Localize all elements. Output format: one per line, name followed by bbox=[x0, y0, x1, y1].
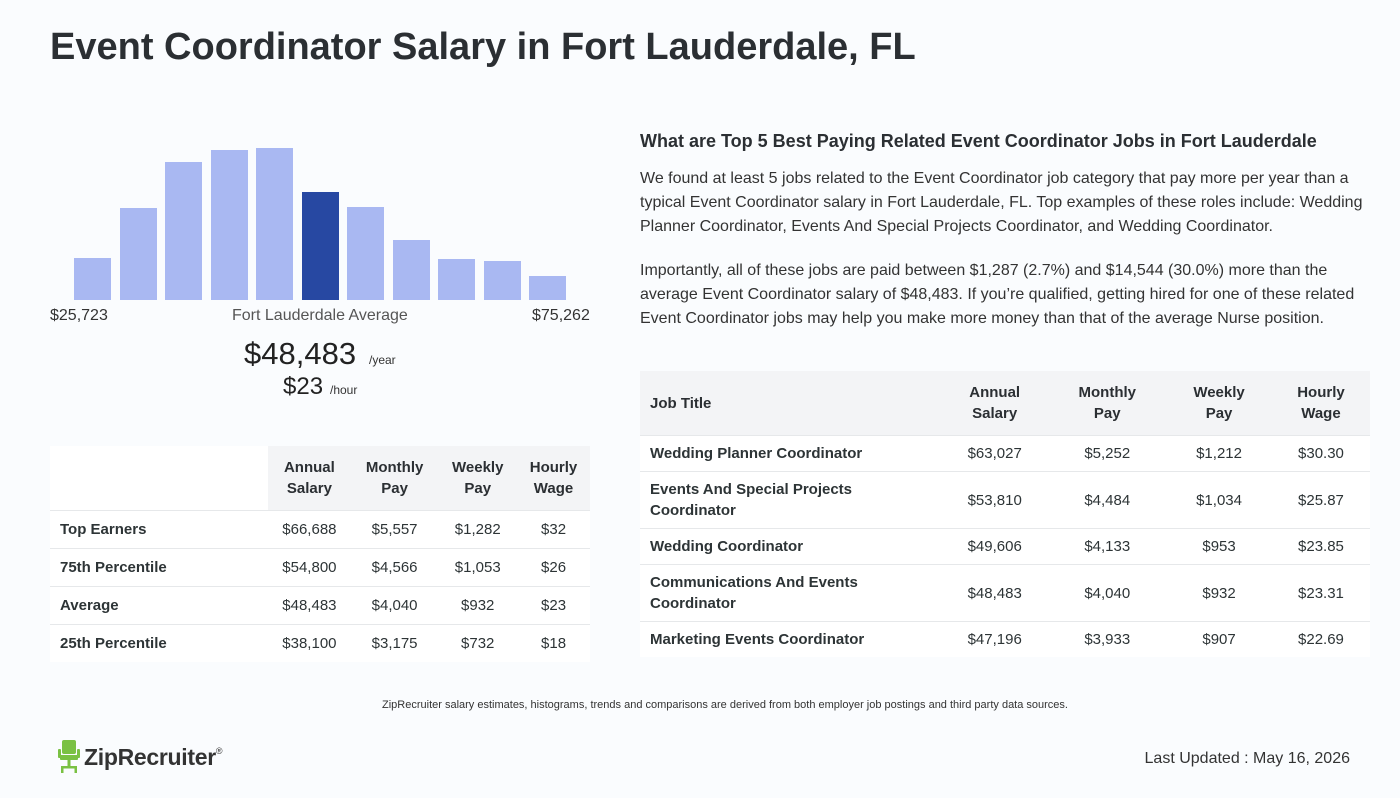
histogram-bar bbox=[529, 276, 566, 300]
table-row: Communications And Events Coordinator $48… bbox=[640, 564, 1370, 622]
row-label: Average bbox=[50, 586, 268, 625]
histogram-bar bbox=[438, 259, 475, 300]
cell-monthly: $3,175 bbox=[350, 624, 439, 662]
histogram-bar bbox=[74, 258, 111, 300]
header-hourly-wage: Hourly Wage bbox=[1271, 371, 1370, 436]
histogram-bar bbox=[301, 192, 339, 300]
cell-monthly: $4,040 bbox=[1048, 564, 1167, 622]
cell-weekly: $1,282 bbox=[438, 510, 518, 549]
cell-annual: $48,483 bbox=[268, 586, 351, 625]
logo-text: ZipRecruiter bbox=[84, 743, 216, 770]
cell-weekly: $732 bbox=[438, 624, 518, 662]
header-annual-salary: Annual Salary bbox=[268, 446, 351, 511]
cell-weekly: $907 bbox=[1166, 621, 1272, 657]
disclaimer-text: ZipRecruiter salary estimates, histogram… bbox=[382, 699, 1068, 711]
percentile-header-blank bbox=[50, 446, 268, 511]
average-yearly-salary: $48,483 bbox=[244, 336, 357, 371]
cell-weekly: $1,212 bbox=[1166, 435, 1272, 472]
cell-annual: $66,688 bbox=[268, 510, 351, 549]
chair-icon bbox=[58, 740, 80, 773]
cell-monthly: $5,252 bbox=[1048, 435, 1167, 472]
header-hourly-wage: Hourly Wage bbox=[517, 446, 590, 511]
job-title-cell: Marketing Events Coordinator bbox=[640, 621, 941, 657]
related-jobs-heading: What are Top 5 Best Paying Related Event… bbox=[640, 131, 1317, 151]
row-label: 25th Percentile bbox=[50, 624, 268, 662]
table-row: 75th Percentile $54,800 $4,566 $1,053 $2… bbox=[50, 548, 590, 587]
cell-monthly: $4,566 bbox=[350, 548, 439, 587]
histogram-bar bbox=[256, 148, 293, 300]
histogram-bar bbox=[483, 261, 521, 300]
histogram-min-label: $25,723 bbox=[50, 307, 108, 324]
cell-hourly: $32 bbox=[517, 510, 590, 549]
cell-annual: $38,100 bbox=[268, 624, 351, 662]
average-hourly-wage: $23 bbox=[283, 373, 324, 400]
histogram-bar bbox=[165, 162, 202, 300]
last-updated: Last Updated : May 16, 2026 bbox=[1144, 750, 1350, 767]
cell-annual: $63,027 bbox=[941, 435, 1049, 472]
table-row: Marketing Events Coordinator $47,196 $3,… bbox=[640, 621, 1370, 657]
table-row: Wedding Planner Coordinator $63,027 $5,2… bbox=[640, 435, 1370, 472]
cell-monthly: $3,933 bbox=[1048, 621, 1167, 657]
histogram-bar bbox=[210, 150, 248, 300]
header-weekly-pay: Weekly Pay bbox=[1166, 371, 1272, 436]
job-title-cell: Events And Special Projects Coordinator bbox=[640, 471, 941, 529]
header-monthly-pay: Monthly Pay bbox=[1048, 371, 1167, 436]
cell-hourly: $25.87 bbox=[1271, 471, 1370, 529]
cell-hourly: $22.69 bbox=[1271, 621, 1370, 657]
table-row: Average $48,483 $4,040 $932 $23 bbox=[50, 586, 590, 625]
cell-annual: $49,606 bbox=[941, 528, 1049, 565]
header-monthly-pay: Monthly Pay bbox=[350, 446, 439, 511]
related-jobs-table: Job Title Annual Salary Monthly Pay Weekly… bbox=[640, 371, 1370, 657]
histogram-bar bbox=[392, 240, 430, 300]
job-title-cell: Wedding Coordinator bbox=[640, 528, 941, 565]
cell-hourly: $18 bbox=[517, 624, 590, 662]
job-title-cell: Communications And Events Coordinator bbox=[640, 564, 941, 622]
cell-monthly: $4,133 bbox=[1048, 528, 1167, 565]
cell-hourly: $26 bbox=[517, 548, 590, 587]
histogram-max-label: $75,262 bbox=[532, 307, 590, 324]
job-title-cell: Wedding Planner Coordinator bbox=[640, 435, 941, 472]
yearly-unit: /year bbox=[369, 353, 396, 367]
cell-weekly: $932 bbox=[438, 586, 518, 625]
header-weekly-pay: Weekly Pay bbox=[438, 446, 518, 511]
header-annual-salary: Annual Salary bbox=[941, 371, 1049, 436]
related-jobs-paragraph-1: We found at least 5 jobs related to the … bbox=[640, 170, 1363, 235]
table-row: Wedding Coordinator $49,606 $4,133 $953 … bbox=[640, 528, 1370, 565]
cell-annual: $54,800 bbox=[268, 548, 351, 587]
histogram-average-label: Fort Lauderdale Average bbox=[232, 307, 408, 324]
cell-hourly: $23.31 bbox=[1271, 564, 1370, 622]
registered-mark: ® bbox=[215, 746, 223, 756]
cell-monthly: $4,484 bbox=[1048, 471, 1167, 529]
cell-annual: $47,196 bbox=[941, 621, 1049, 657]
table-row: Top Earners $66,688 $5,557 $1,282 $32 bbox=[50, 510, 590, 549]
row-label: Top Earners bbox=[50, 510, 268, 549]
histogram-bar bbox=[347, 207, 384, 300]
page-title: Event Coordinator Salary in Fort Lauderd… bbox=[50, 26, 916, 68]
cell-hourly: $30.30 bbox=[1271, 435, 1370, 472]
percentile-table-header: Annual Salary Monthly Pay Weekly Pay Hourly… bbox=[50, 446, 590, 511]
ziprecruiter-logo[interactable]: ZipRecruiter ® bbox=[58, 740, 223, 774]
table-row: Events And Special Projects Coordinator $… bbox=[640, 471, 1370, 529]
related-jobs-paragraph-2: Importantly, all of these jobs are paid … bbox=[640, 262, 1355, 327]
cell-weekly: $953 bbox=[1166, 528, 1272, 565]
percentile-table: Annual Salary Monthly Pay Weekly Pay Hourly… bbox=[50, 446, 590, 662]
cell-weekly: $1,053 bbox=[438, 548, 518, 587]
cell-annual: $48,483 bbox=[941, 564, 1049, 622]
hourly-unit: /hour bbox=[330, 383, 358, 397]
cell-weekly: $1,034 bbox=[1166, 471, 1272, 529]
table-row: 25th Percentile $38,100 $3,175 $732 $18 bbox=[50, 624, 590, 662]
row-label: 75th Percentile bbox=[50, 548, 268, 587]
cell-hourly: $23.85 bbox=[1271, 528, 1370, 565]
histogram-bar bbox=[119, 208, 157, 300]
cell-monthly: $4,040 bbox=[350, 586, 439, 625]
salary-histogram bbox=[74, 140, 566, 300]
cell-annual: $53,810 bbox=[941, 471, 1049, 529]
cell-monthly: $5,557 bbox=[350, 510, 439, 549]
cell-hourly: $23 bbox=[517, 586, 590, 625]
related-jobs-table-header: Job Title Annual Salary Monthly Pay Weekly… bbox=[640, 371, 1370, 436]
header-job-title: Job Title bbox=[640, 371, 941, 436]
cell-weekly: $932 bbox=[1166, 564, 1272, 622]
